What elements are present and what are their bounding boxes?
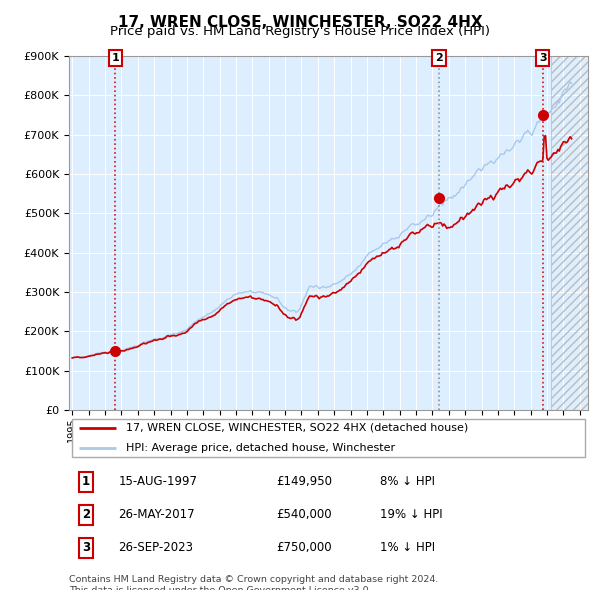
Text: £750,000: £750,000 (277, 541, 332, 555)
Text: 26-MAY-2017: 26-MAY-2017 (118, 508, 195, 522)
Text: 1: 1 (111, 53, 119, 63)
Text: 8% ↓ HPI: 8% ↓ HPI (380, 475, 436, 489)
Text: 3: 3 (539, 53, 547, 63)
Text: £149,950: £149,950 (277, 475, 332, 489)
Text: 17, WREN CLOSE, WINCHESTER, SO22 4HX: 17, WREN CLOSE, WINCHESTER, SO22 4HX (118, 15, 482, 30)
Text: 2: 2 (82, 508, 90, 522)
FancyBboxPatch shape (71, 419, 586, 457)
Text: 15-AUG-1997: 15-AUG-1997 (118, 475, 197, 489)
Text: 2: 2 (435, 53, 443, 63)
Text: 17, WREN CLOSE, WINCHESTER, SO22 4HX (detached house): 17, WREN CLOSE, WINCHESTER, SO22 4HX (de… (126, 422, 469, 432)
Text: 19% ↓ HPI: 19% ↓ HPI (380, 508, 443, 522)
Text: 3: 3 (82, 541, 90, 555)
Text: HPI: Average price, detached house, Winchester: HPI: Average price, detached house, Winc… (126, 443, 395, 453)
Text: Price paid vs. HM Land Registry's House Price Index (HPI): Price paid vs. HM Land Registry's House … (110, 25, 490, 38)
Text: 1: 1 (82, 475, 90, 489)
Text: £540,000: £540,000 (277, 508, 332, 522)
Text: Contains HM Land Registry data © Crown copyright and database right 2024.
This d: Contains HM Land Registry data © Crown c… (69, 575, 439, 590)
Text: 1% ↓ HPI: 1% ↓ HPI (380, 541, 436, 555)
Text: 26-SEP-2023: 26-SEP-2023 (118, 541, 193, 555)
